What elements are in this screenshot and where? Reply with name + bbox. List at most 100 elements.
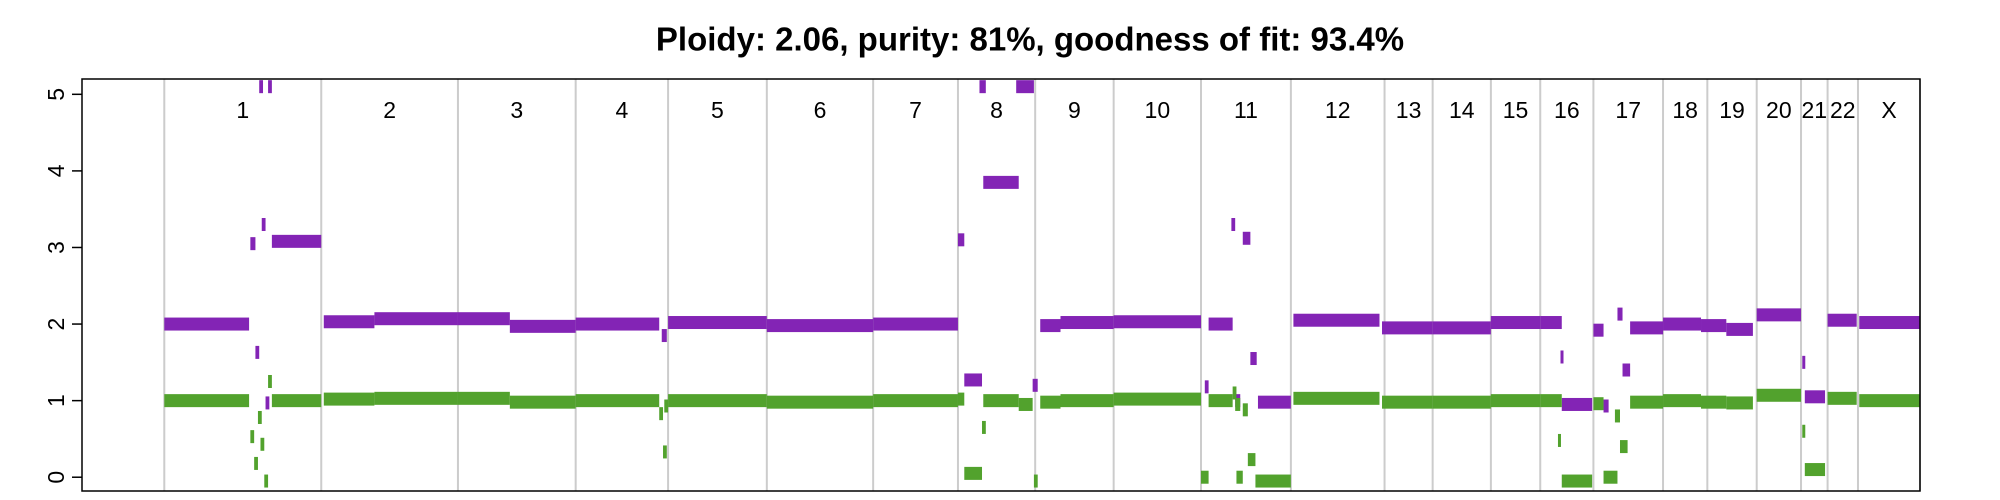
segment [323, 392, 375, 406]
segment [983, 175, 1019, 189]
segment [1490, 316, 1541, 330]
chromosome-label: 11 [1234, 97, 1258, 123]
segment [1382, 321, 1433, 335]
segment [1540, 316, 1562, 330]
segment [1701, 395, 1727, 409]
plot-frame [81, 78, 1921, 492]
segment [661, 329, 667, 343]
y-tick-label: 0 [43, 471, 69, 484]
chromosome-label: 18 [1672, 97, 1698, 123]
y-tick-label: 2 [43, 318, 69, 331]
chart-title: Ploidy: 2.06, purity: 81%, goodness of f… [656, 21, 1404, 58]
segment [257, 410, 262, 424]
segment [1293, 391, 1380, 405]
segment [323, 315, 375, 329]
segment [1033, 474, 1038, 488]
segment [1293, 313, 1380, 327]
segment [1701, 319, 1727, 333]
segment [1242, 403, 1248, 417]
segment [957, 233, 965, 247]
chromosome-label: 3 [510, 97, 523, 123]
chromosome-label: 4 [615, 97, 628, 123]
chromosome-label: 1 [236, 97, 249, 123]
segment [659, 407, 664, 421]
segment [1250, 352, 1257, 366]
chromosome-label: 21 [1802, 97, 1828, 123]
segment [260, 437, 265, 451]
segment [1561, 474, 1593, 488]
segment [1382, 395, 1433, 409]
segment [668, 394, 767, 408]
segment [268, 374, 272, 388]
segment [575, 394, 660, 408]
segment [1663, 317, 1702, 331]
segment [1432, 395, 1491, 409]
segment [668, 316, 767, 330]
segment [1756, 388, 1802, 402]
segment [1827, 391, 1857, 405]
segment [1560, 350, 1564, 364]
y-tick-label: 3 [43, 241, 69, 254]
segment [259, 80, 264, 94]
segment [1040, 395, 1061, 409]
segment [1726, 322, 1753, 336]
segment [374, 391, 458, 405]
chromosome-label: 6 [814, 97, 827, 123]
segment [457, 391, 510, 405]
segment [1804, 390, 1826, 404]
segment [374, 312, 458, 326]
segment [250, 430, 255, 444]
segment [1432, 321, 1491, 335]
segment [664, 399, 669, 413]
segment [1235, 397, 1241, 411]
chromosome-label: 13 [1396, 97, 1422, 123]
chromosome-label: 22 [1830, 97, 1856, 123]
chromosome-label: 14 [1449, 97, 1475, 123]
segment [1593, 397, 1604, 411]
segment [1859, 316, 1920, 330]
segment [873, 394, 958, 408]
segment [1018, 397, 1033, 411]
segment [1113, 392, 1202, 406]
segment [1603, 470, 1618, 484]
segment [1201, 470, 1209, 484]
segment [271, 234, 322, 248]
segment [255, 345, 260, 359]
segment [1663, 394, 1702, 408]
segment [1060, 394, 1114, 408]
segment [1802, 355, 1806, 369]
segment [1231, 218, 1236, 232]
segment [1561, 397, 1593, 411]
segment [457, 312, 510, 326]
chromosome-label: 12 [1325, 97, 1351, 123]
segment [1557, 433, 1561, 447]
segment [1593, 323, 1604, 337]
chromosome-label: 16 [1554, 97, 1580, 123]
segment [957, 392, 965, 406]
y-tick-label: 5 [43, 88, 69, 101]
segment [1603, 399, 1609, 413]
segment [1827, 313, 1857, 327]
segment [1756, 308, 1802, 322]
y-tick-label: 1 [43, 394, 69, 407]
segment [1016, 80, 1034, 94]
segment [1204, 380, 1209, 394]
chromosome-label: 17 [1615, 97, 1641, 123]
segment [1236, 470, 1243, 484]
segment [265, 396, 270, 410]
segment [509, 319, 576, 333]
chromosome-label: 19 [1719, 97, 1745, 123]
segment [964, 466, 983, 480]
segment [1619, 440, 1628, 454]
segment [766, 319, 874, 333]
segment [1032, 378, 1038, 392]
segment [254, 456, 258, 470]
segment [1247, 453, 1256, 467]
segment [1040, 319, 1061, 333]
segment [1257, 395, 1291, 409]
segment [164, 394, 250, 408]
chromosome-label: 20 [1766, 97, 1792, 123]
chromosome-label: 15 [1503, 97, 1529, 123]
segment [873, 317, 958, 331]
chromosome-label: 9 [1068, 97, 1081, 123]
